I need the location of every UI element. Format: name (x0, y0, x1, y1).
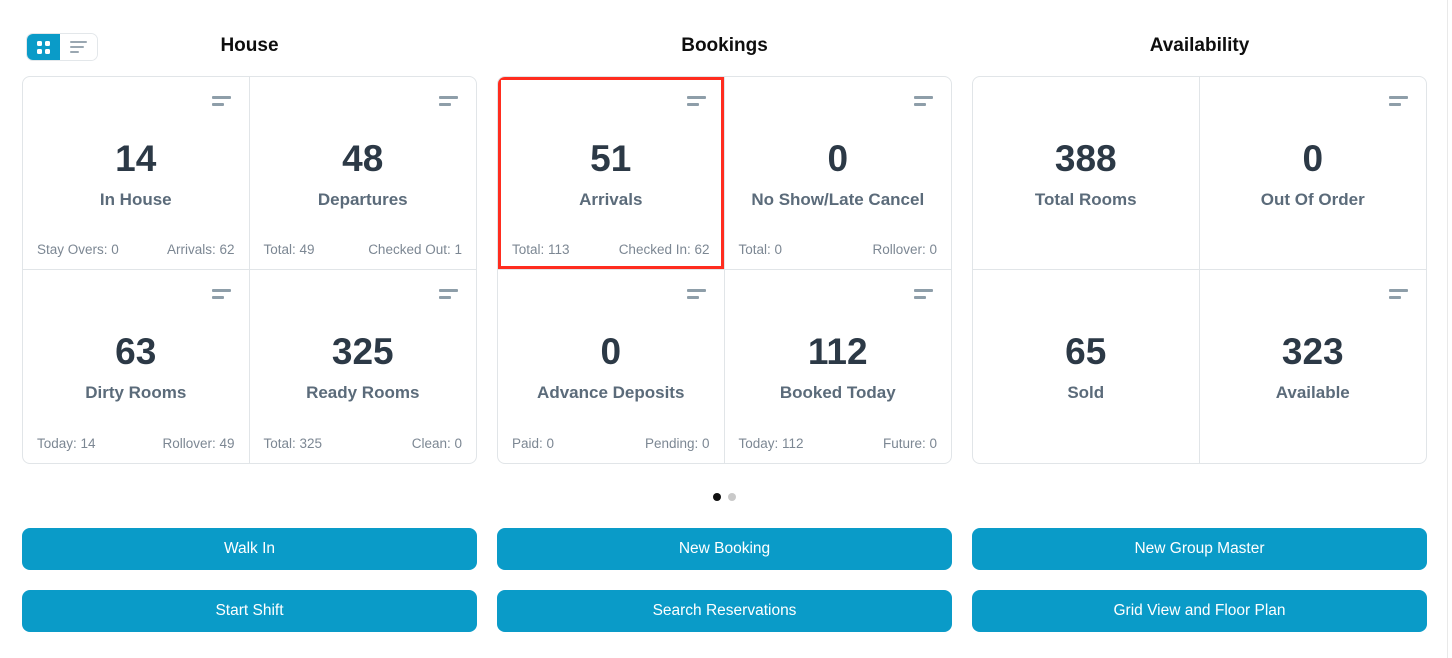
pagination-dot-2[interactable] (728, 493, 736, 501)
view-toggle[interactable] (26, 33, 98, 61)
stat-label: Out Of Order (1260, 190, 1365, 209)
stat-value: 323 (1281, 331, 1344, 372)
carousel-pagination (22, 493, 1427, 501)
stat-card-ready-rooms[interactable]: 325 Ready Rooms Total: 325 Clean: 0 (250, 270, 477, 463)
scrollbar-track[interactable] (1447, 0, 1448, 658)
new-group-master-button[interactable]: New Group Master (972, 528, 1427, 570)
stat-footer-right: Checked Out: 1 (368, 242, 462, 257)
stat-footer-right: Pending: 0 (644, 436, 710, 451)
card-menu-icon[interactable] (1387, 287, 1410, 301)
section-headers: House Bookings Availability (22, 35, 1427, 57)
stat-footer-left: Total: 49 (263, 242, 315, 257)
card-menu-icon[interactable] (685, 94, 708, 108)
stat-value: 63 (115, 331, 157, 372)
list-view-icon (70, 41, 87, 53)
stat-card-advance-deposits[interactable]: 0 Advance Deposits Paid: 0 Pending: 0 (498, 270, 725, 463)
stat-label: Advance Deposits (537, 383, 685, 402)
grid-view-icon (37, 40, 50, 54)
card-menu-icon[interactable] (210, 287, 233, 301)
stat-value: 325 (331, 331, 394, 372)
stat-footer-left: Today: 14 (37, 436, 96, 451)
grid-view-toggle-button[interactable] (27, 34, 60, 60)
start-shift-button[interactable]: Start Shift (22, 590, 477, 632)
stat-label: Ready Rooms (306, 383, 420, 402)
card-menu-icon[interactable] (685, 287, 708, 301)
card-menu-icon[interactable] (1387, 94, 1410, 108)
stat-footer-right: Future: 0 (882, 436, 937, 451)
card-menu-icon[interactable] (437, 94, 460, 108)
stat-card-no-show-late-cancel[interactable]: 0 No Show/Late Cancel Total: 0 Rollover:… (724, 77, 951, 270)
stat-label: No Show/Late Cancel (751, 190, 925, 209)
stat-label: Departures (317, 190, 408, 209)
stat-card-booked-today[interactable]: 112 Booked Today Today: 112 Future: 0 (725, 270, 952, 463)
stat-card-dirty-rooms[interactable]: 63 Dirty Rooms Today: 14 Rollover: 49 (23, 270, 250, 463)
stat-footer-left: Paid: 0 (512, 436, 555, 451)
stat-label: In House (99, 190, 172, 209)
stat-value: 0 (1302, 138, 1324, 179)
section-house: 14 In House Stay Overs: 0 Arrivals: 62 4… (22, 76, 477, 464)
grid-view-floor-plan-button[interactable]: Grid View and Floor Plan (972, 590, 1427, 632)
stat-card-departures[interactable]: 48 Departures Total: 49 Checked Out: 1 (249, 77, 476, 270)
card-menu-icon[interactable] (912, 287, 935, 301)
list-view-toggle-button[interactable] (60, 34, 97, 60)
card-menu-icon[interactable] (210, 94, 233, 108)
stat-value: 0 (600, 331, 622, 372)
stat-value: 112 (807, 331, 868, 372)
stat-footer-left: Stay Overs: 0 (37, 242, 119, 257)
stat-footer-right: Rollover: 49 (162, 436, 235, 451)
stat-value: 14 (115, 138, 157, 179)
stat-footer-right: Clean: 0 (411, 436, 462, 451)
search-reservations-button[interactable]: Search Reservations (497, 590, 952, 632)
section-title-house: House (220, 35, 279, 56)
stat-label: Total Rooms (1034, 190, 1137, 209)
stat-value: 51 (590, 138, 632, 179)
stat-value: 388 (1054, 138, 1117, 179)
card-menu-icon[interactable] (912, 94, 935, 108)
stat-card-out-of-order[interactable]: 0 Out Of Order (1199, 77, 1426, 270)
stat-label: Booked Today (779, 383, 896, 402)
section-bookings: 51 Arrivals Total: 113 Checked In: 62 0 … (497, 76, 952, 464)
stat-card-sold[interactable]: 65 Sold (973, 270, 1200, 463)
section-title-bookings: Bookings (681, 35, 768, 56)
stat-card-arrivals[interactable]: 51 Arrivals Total: 113 Checked In: 62 (498, 77, 725, 270)
section-title-availability: Availability (1149, 35, 1250, 56)
stat-footer-left: Total: 0 (738, 242, 783, 257)
stat-value: 65 (1065, 331, 1107, 372)
new-booking-button[interactable]: New Booking (497, 528, 952, 570)
stat-footer-right: Arrivals: 62 (166, 242, 235, 257)
stat-footer-left: Total: 113 (512, 242, 570, 257)
stat-label: Dirty Rooms (85, 383, 187, 402)
section-availability: 388 Total Rooms 0 Out Of Order 65 Sold 3… (972, 76, 1427, 464)
stat-footer-right: Checked In: 62 (618, 242, 710, 257)
stat-label: Sold (1067, 383, 1105, 402)
stat-value: 0 (827, 138, 849, 179)
stat-footer-left: Total: 325 (263, 436, 323, 451)
stat-footer-right: Rollover: 0 (872, 242, 937, 257)
pagination-dot-1[interactable] (713, 493, 721, 501)
action-buttons: Walk In New Booking New Group Master Sta… (22, 528, 1427, 632)
stat-card-available[interactable]: 323 Available (1200, 270, 1427, 463)
stat-card-in-house[interactable]: 14 In House Stay Overs: 0 Arrivals: 62 (23, 77, 250, 270)
stat-value: 48 (342, 138, 384, 179)
dashboard-cards: 14 In House Stay Overs: 0 Arrivals: 62 4… (22, 76, 1427, 464)
stat-footer-left: Today: 112 (738, 436, 804, 451)
stat-card-total-rooms[interactable]: 388 Total Rooms (973, 77, 1200, 270)
stat-label: Available (1275, 383, 1350, 402)
stat-label: Arrivals (579, 190, 643, 209)
walk-in-button[interactable]: Walk In (22, 528, 477, 570)
card-menu-icon[interactable] (437, 287, 460, 301)
